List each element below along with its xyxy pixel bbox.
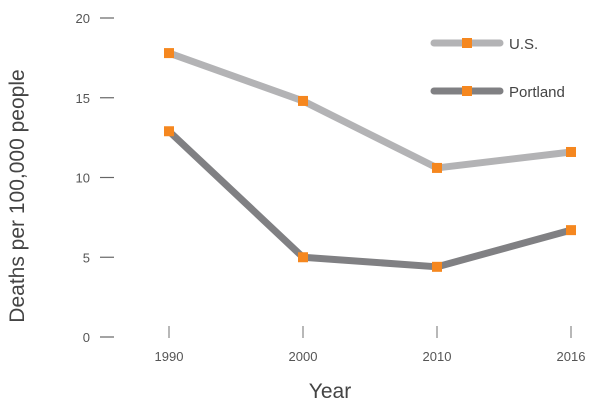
y-tick-label: 0 (83, 330, 90, 345)
x-tick-label: 2016 (557, 349, 586, 364)
y-tick-label: 20 (76, 11, 90, 26)
legend-label-1: Portland (509, 84, 565, 101)
series-lines (164, 48, 576, 272)
y-tick-label: 5 (83, 250, 90, 265)
data-point (432, 162, 442, 173)
data-point (298, 95, 308, 106)
y-axis: 0 5 10 15 20 (76, 11, 114, 345)
x-tick-label: 2000 (289, 349, 318, 364)
legend-marker (462, 38, 472, 48)
legend: U.S. Portland (430, 36, 565, 101)
legend-label-0: U.S. (509, 36, 538, 53)
y-tick-label: 15 (76, 91, 90, 106)
data-point (298, 252, 308, 263)
data-point (566, 225, 576, 236)
x-axis-label: Year (309, 380, 351, 403)
y-tick-label: 10 (76, 171, 90, 186)
data-point (164, 48, 174, 59)
data-point (432, 261, 442, 272)
y-axis-label: Deaths per 100,000 people (6, 69, 29, 322)
series-line-1 (165, 127, 575, 271)
data-point (566, 146, 576, 157)
data-point (164, 126, 174, 137)
x-tick-label: 2010 (423, 349, 452, 364)
series-line-0 (165, 49, 575, 172)
x-axis: 1990 2000 2010 2016 (155, 326, 586, 364)
x-tick-label: 1990 (155, 349, 184, 364)
legend-marker (462, 86, 472, 96)
